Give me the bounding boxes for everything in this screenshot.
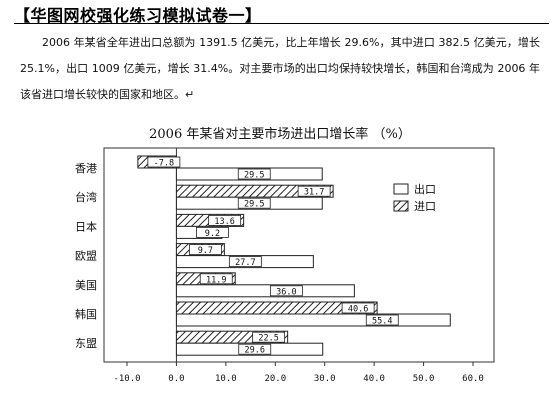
export-bar bbox=[175, 313, 451, 327]
export-bar bbox=[175, 284, 355, 298]
x-tick-label: 40.0 bbox=[363, 374, 385, 384]
document-header-title: 【华图网校强化练习模拟试卷一】 bbox=[14, 6, 262, 25]
import-value-box bbox=[147, 156, 181, 168]
legend-label-import: 进口 bbox=[414, 200, 436, 213]
category-label: 日本 bbox=[75, 219, 97, 233]
category-label: 香港 bbox=[75, 162, 97, 175]
import-value-label: -7.8 bbox=[154, 159, 174, 169]
header-divider bbox=[14, 23, 549, 24]
export-value-label: 29.5 bbox=[244, 171, 264, 181]
import-value-label: 9.7 bbox=[198, 246, 213, 256]
plot-frame bbox=[103, 147, 495, 363]
import-value-label: 13.6 bbox=[214, 217, 234, 227]
import-value-label: 22.5 bbox=[258, 334, 278, 344]
x-tick-label: 60.0 bbox=[462, 374, 484, 384]
category-label: 东盟 bbox=[75, 337, 97, 350]
legend-swatch-import bbox=[393, 200, 409, 212]
export-value-box bbox=[238, 343, 272, 355]
export-value-box bbox=[237, 197, 271, 209]
category-label: 韩国 bbox=[75, 307, 97, 321]
intro-paragraph: 2006 年某省全年进出口总额为 1391.5 亿美元，比上年增长 29.6%，… bbox=[20, 36, 540, 101]
x-tick-label: 0.0 bbox=[168, 374, 184, 384]
export-value-box bbox=[365, 314, 399, 326]
x-tick-label: 30.0 bbox=[314, 374, 336, 384]
chart-title: 2006 年某省对主要市场进出口增长率 （%） bbox=[149, 127, 411, 142]
export-value-box bbox=[228, 256, 262, 268]
x-tick-label: 50.0 bbox=[413, 374, 435, 384]
x-tick-label: -10.0 bbox=[113, 374, 140, 384]
export-value-label: 29.6 bbox=[244, 346, 264, 356]
export-value-box bbox=[237, 168, 271, 180]
import-value-box bbox=[199, 273, 233, 285]
category-label: 欧盟 bbox=[75, 250, 97, 263]
export-value-label: 9.2 bbox=[205, 229, 220, 239]
export-value-label: 55.4 bbox=[372, 317, 392, 327]
import-value-box bbox=[252, 331, 286, 343]
import-value-box bbox=[297, 185, 331, 197]
export-value-box bbox=[196, 226, 229, 238]
export-value-label: 36.0 bbox=[276, 287, 296, 297]
x-tick-label: 10.0 bbox=[215, 374, 237, 384]
import-value-label: 11.9 bbox=[206, 275, 226, 285]
category-label: 美国 bbox=[75, 279, 97, 292]
export-value-box bbox=[269, 285, 303, 297]
import-value-label: 40.6 bbox=[348, 305, 368, 315]
import-value-box bbox=[208, 214, 242, 226]
category-label: 台湾 bbox=[75, 190, 97, 204]
export-value-label: 29.5 bbox=[244, 200, 264, 210]
export-value-label: 27.7 bbox=[235, 258, 255, 268]
header: 【华图网校强化练习模拟试卷一】 bbox=[0, 0, 560, 26]
legend-swatch-export bbox=[393, 183, 409, 195]
import-value-label: 31.7 bbox=[304, 188, 324, 198]
import-value-box bbox=[341, 302, 375, 314]
x-tick-label: 20.0 bbox=[264, 374, 286, 384]
legend-label-export: 出口 bbox=[414, 182, 436, 196]
import-value-box bbox=[188, 244, 222, 256]
